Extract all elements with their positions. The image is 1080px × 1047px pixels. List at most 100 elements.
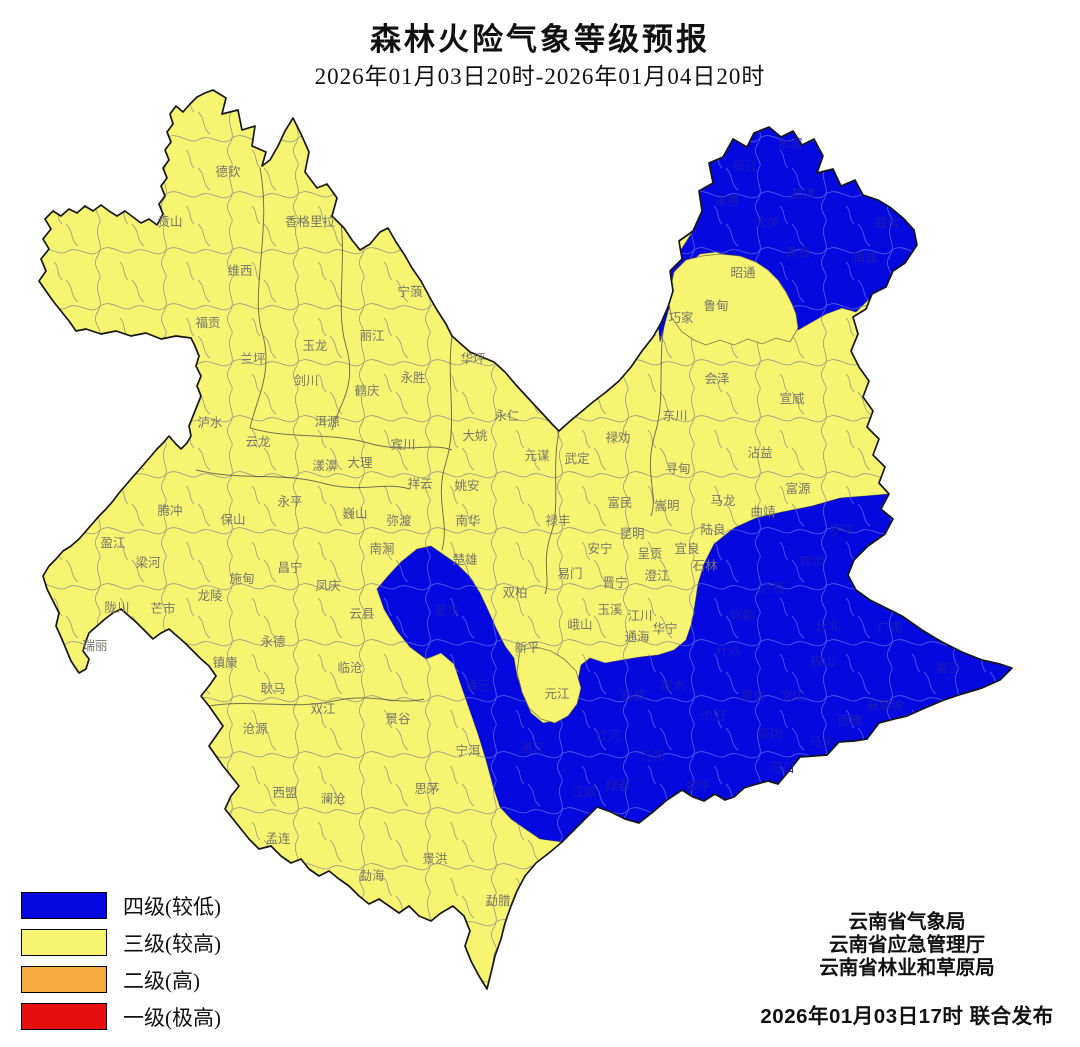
county-label: 玉龙 bbox=[302, 339, 327, 353]
county-label: 景谷 bbox=[385, 712, 411, 726]
county-label: 元谋 bbox=[524, 449, 550, 463]
legend-swatch bbox=[21, 892, 107, 919]
county-label: 兰坪 bbox=[240, 352, 265, 366]
county-label: 金平 bbox=[685, 778, 710, 793]
county-label: 曲靖 bbox=[750, 505, 775, 519]
county-label: 华宁 bbox=[652, 621, 677, 636]
legend: 四级(较低) 三级(较高) 二级(高) 一级(极高) bbox=[21, 892, 221, 1040]
county-label: 保山 bbox=[220, 513, 245, 527]
county-label: 元江 bbox=[544, 687, 569, 701]
county-label: 昆明 bbox=[619, 527, 644, 541]
county-label: 临沧 bbox=[337, 660, 363, 675]
county-label: 云县 bbox=[349, 607, 374, 621]
county-label: 麻栗坡 bbox=[866, 698, 904, 713]
legend-label: 一级(极高) bbox=[123, 1005, 221, 1030]
county-label: 会泽 bbox=[704, 372, 729, 386]
county-label: 施甸 bbox=[229, 572, 254, 586]
county-label: 水富 bbox=[777, 136, 802, 151]
county-label: 大姚 bbox=[462, 429, 488, 443]
county-label: 宣威 bbox=[779, 391, 805, 406]
county-label: 河口 bbox=[769, 761, 794, 775]
county-label: 楚雄 bbox=[452, 552, 477, 567]
county-label: 新平 bbox=[514, 640, 539, 655]
legend-swatch bbox=[21, 929, 107, 956]
county-label: 思茅 bbox=[414, 782, 439, 796]
county-label: 镇沅 bbox=[464, 679, 490, 693]
county-label: 呈贡 bbox=[637, 547, 662, 561]
county-label: 蒙自 bbox=[740, 689, 765, 703]
county-label: 砚山 bbox=[810, 655, 835, 669]
county-label: 香格里拉 bbox=[285, 214, 336, 229]
pocket-zhaotong-level3 bbox=[667, 253, 799, 346]
legend-label: 三级(较高) bbox=[123, 931, 221, 956]
county-label: 镇康 bbox=[212, 655, 238, 670]
county-label: 宁蒗 bbox=[397, 284, 423, 299]
agency-name: 云南省气象局 bbox=[848, 911, 966, 933]
county-label: 沧源 bbox=[242, 721, 268, 736]
county-label: 贡山 bbox=[157, 215, 182, 229]
county-label: 永胜 bbox=[400, 370, 425, 385]
county-label: 西畴 bbox=[837, 713, 862, 728]
legend-label: 二级(高) bbox=[123, 968, 200, 993]
county-label: 陇川 bbox=[104, 600, 129, 615]
county-label: 勐海 bbox=[359, 868, 385, 883]
county-label: 陆良 bbox=[700, 522, 725, 537]
county-label: 泸水 bbox=[197, 416, 223, 430]
county-label: 东川 bbox=[662, 409, 687, 423]
county-label: 弥渡 bbox=[386, 513, 412, 528]
page-title: 森林火险气象等级预报 bbox=[370, 22, 710, 57]
county-label: 易门 bbox=[557, 566, 582, 581]
county-label: 剑川 bbox=[293, 373, 318, 388]
county-label: 宜良 bbox=[674, 541, 699, 556]
legend-item: 三级(较高) bbox=[21, 929, 221, 956]
county-label: 永德 bbox=[260, 634, 286, 649]
county-label: 双柏 bbox=[502, 585, 527, 600]
county-label: 孟连 bbox=[265, 831, 291, 846]
legend-item: 一级(极高) bbox=[21, 1003, 221, 1030]
province-outline bbox=[38, 89, 1013, 990]
issue-time: 2026年01月03日17时 联合发布 bbox=[760, 1005, 1054, 1028]
county-label: 富宁 bbox=[935, 660, 960, 675]
county-label: 富民 bbox=[607, 495, 632, 510]
county-boundaries-blue-mesh-se bbox=[377, 494, 1012, 842]
county-label: 大理 bbox=[347, 456, 373, 470]
county-label: 宁洱 bbox=[455, 743, 481, 758]
county-label: 禄劝 bbox=[605, 430, 630, 445]
legend-label: 四级(较低) bbox=[123, 894, 221, 919]
prefecture-boundaries bbox=[195, 167, 669, 707]
county-label: 龙陵 bbox=[197, 589, 223, 603]
legend-item: 四级(较低) bbox=[21, 892, 221, 919]
county-label: 玉溪 bbox=[597, 603, 623, 617]
county-label: 洱源 bbox=[314, 415, 340, 429]
county-label: 华坪 bbox=[460, 351, 485, 366]
county-label: 江川 bbox=[627, 609, 652, 623]
county-label: 石林 bbox=[692, 559, 718, 573]
county-label: 寻甸 bbox=[665, 462, 690, 476]
county-label: 姚安 bbox=[454, 478, 479, 493]
county-label: 西盟 bbox=[272, 786, 297, 800]
county-label: 屏边 bbox=[757, 727, 783, 741]
county-label: 红河 bbox=[595, 728, 621, 743]
county-label: 石屏 bbox=[620, 689, 645, 703]
county-label: 广南 bbox=[877, 620, 902, 635]
county-label: 巍山 bbox=[342, 507, 367, 521]
county-label: 武定 bbox=[564, 451, 589, 466]
county-label: 勐腊 bbox=[485, 894, 511, 908]
county-label: 云龙 bbox=[245, 435, 270, 449]
county-label: 富源 bbox=[785, 481, 811, 496]
county-label: 凤庆 bbox=[315, 579, 341, 593]
agency-name: 云南省应急管理厅 bbox=[828, 934, 985, 956]
county-label: 梁河 bbox=[135, 555, 161, 570]
county-label: 晋宁 bbox=[602, 575, 627, 590]
county-label: 芒市 bbox=[150, 601, 175, 616]
county-label: 澄江 bbox=[644, 568, 669, 583]
county-label: 绿春 bbox=[605, 778, 631, 793]
county-label: 开远 bbox=[715, 643, 741, 657]
legend-swatch bbox=[21, 1003, 107, 1030]
legend-item: 二级(高) bbox=[21, 966, 221, 993]
county-label: 马龙 bbox=[710, 494, 735, 508]
county-label: 巧家 bbox=[668, 310, 694, 325]
